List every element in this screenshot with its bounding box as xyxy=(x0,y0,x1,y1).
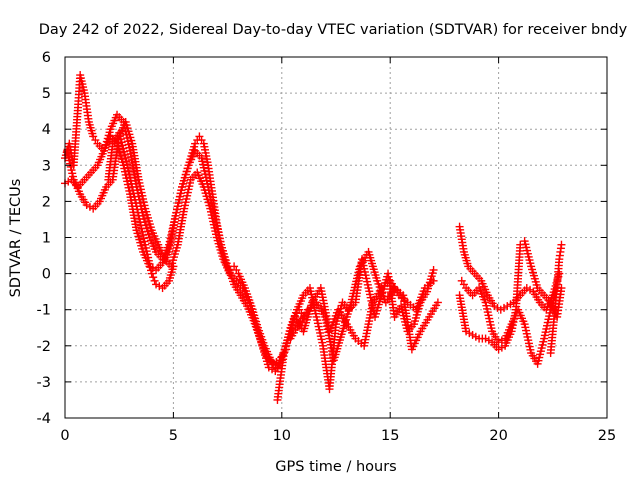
y-tick-label: -3 xyxy=(37,375,51,391)
data-point xyxy=(147,269,156,278)
data-point xyxy=(433,298,442,307)
series-track-7 xyxy=(290,276,438,350)
y-tick-label: 0 xyxy=(42,267,51,283)
y-tick-label: 4 xyxy=(42,122,51,138)
data-point xyxy=(429,265,438,274)
y-tick-label: 5 xyxy=(42,86,51,102)
x-tick-label: 15 xyxy=(381,428,399,444)
series-track-2 xyxy=(61,110,291,368)
data-series xyxy=(61,71,566,404)
y-tick-label: -1 xyxy=(37,303,51,319)
y-tick-label: 3 xyxy=(42,158,51,174)
data-point xyxy=(555,269,564,278)
y-tick-label: -2 xyxy=(37,339,51,355)
x-tick-label: 25 xyxy=(598,428,616,444)
data-point xyxy=(429,276,438,285)
y-tick-label: 1 xyxy=(42,231,51,247)
chart-title: Day 242 of 2022, Sidereal Day-to-day VTE… xyxy=(39,22,628,38)
y-tick-label: -4 xyxy=(37,411,51,427)
data-point xyxy=(150,276,159,285)
y-tick-label: 2 xyxy=(42,194,51,210)
x-tick-label: 5 xyxy=(169,428,178,444)
series-track-3 xyxy=(63,117,286,376)
y-tick-label: 6 xyxy=(42,50,51,66)
series-track-4 xyxy=(104,128,178,293)
data-point xyxy=(149,273,158,282)
series-track-11 xyxy=(546,240,566,358)
x-tick-label: 20 xyxy=(489,428,507,444)
x-axis-label: GPS time / hours xyxy=(275,459,396,475)
series-track-10 xyxy=(455,237,566,354)
series-track-9 xyxy=(457,276,562,368)
data-point xyxy=(557,240,566,249)
y-axis-label: SDTVAR / TECUs xyxy=(8,179,24,298)
data-point xyxy=(169,262,178,271)
x-tick-label: 0 xyxy=(60,428,69,444)
axis-ticks: 0 5 10 15 20 25 -4 -3 -2 -1 0 1 2 3 4 5 6 xyxy=(37,50,617,444)
x-tick-label: 10 xyxy=(273,428,291,444)
series-track-6 xyxy=(286,247,442,365)
